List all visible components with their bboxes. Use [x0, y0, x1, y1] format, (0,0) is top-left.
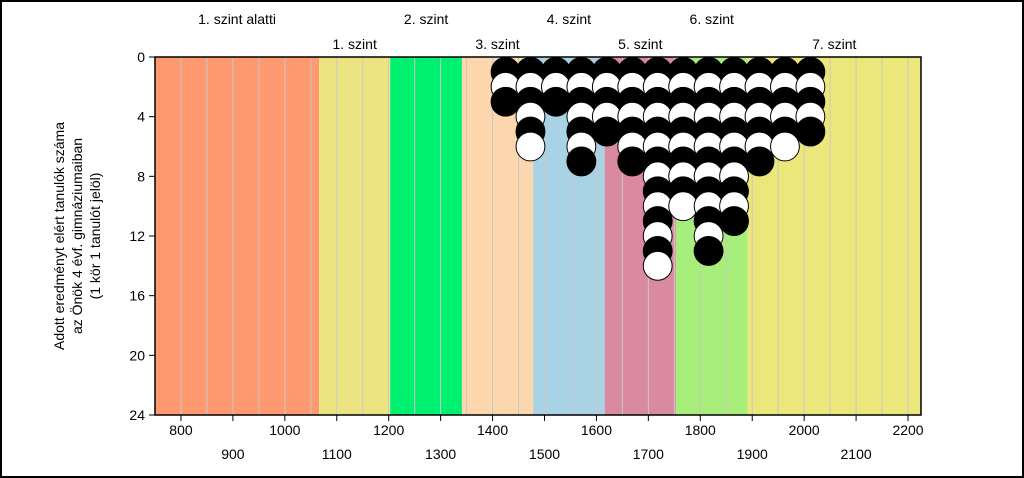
level-label-6: 5. szint — [618, 36, 662, 52]
vertical-gridlines — [180, 57, 909, 415]
axes — [149, 56, 922, 421]
level-label-3: 2. szint — [404, 11, 448, 27]
x-tick-label: 1300 — [425, 446, 456, 462]
student-dot — [668, 191, 699, 222]
y-tick-label: 0 — [137, 49, 145, 65]
x-tick-label: 1800 — [685, 422, 716, 438]
y-tick-label: 24 — [129, 407, 145, 423]
x-tick-label: 1400 — [477, 422, 508, 438]
level-label-4: 3. szint — [475, 36, 519, 52]
level-label-8: 7. szint — [812, 36, 856, 52]
student-dot — [591, 116, 622, 147]
x-tick-label: 2100 — [841, 446, 872, 462]
level-band-1 — [155, 57, 320, 415]
x-tick-label: 1100 — [322, 446, 352, 462]
y-axis-label-line: az Önök 4 évf. gimnáziumaiban — [68, 138, 85, 334]
x-tick-label: 1000 — [269, 422, 300, 438]
level-band-3 — [390, 57, 462, 415]
y-tick-label: 8 — [137, 168, 145, 184]
x-tick-label: 900 — [221, 446, 245, 462]
level-labels: 1. szint alatti 1. szint 2. szint 3. szint 4… — [198, 11, 856, 52]
x-tick-label: 1700 — [633, 446, 664, 462]
student-dot — [719, 206, 749, 236]
level-label-2: 1. szint — [332, 36, 376, 52]
x-tick-label: 1900 — [737, 446, 768, 462]
student-dot — [540, 86, 571, 117]
level-band-2 — [319, 57, 391, 415]
y-tick-label: 12 — [129, 228, 145, 244]
level-label-7: 6. szint — [690, 11, 734, 27]
x-tick-label: 1200 — [373, 422, 404, 438]
student-dot — [693, 236, 724, 266]
student-dot — [744, 146, 775, 177]
student-dot — [515, 131, 546, 162]
x-tick-label: 1600 — [581, 422, 612, 438]
y-tick-label: 16 — [129, 288, 145, 304]
student-dot — [795, 116, 826, 147]
y-axis-label: Adott eredményt elért tanulók száma az Ön… — [51, 122, 103, 350]
x-tick-label: 800 — [169, 422, 193, 438]
y-axis-label-line: Adott eredményt elért tanulók száma — [51, 122, 67, 350]
x-tick-label: 2200 — [892, 422, 923, 438]
tick-labels: 0 4 8 12 16 20 24 800 1000 1200 1400 1600 1800 2000 22… — [129, 49, 923, 462]
y-axis-label-line: (1 kör 1 tanulót jelöl) — [87, 173, 103, 300]
x-tick-label: 2000 — [789, 422, 820, 438]
y-tick-label: 20 — [129, 347, 145, 363]
level-label-1: 1. szint alatti — [198, 11, 276, 27]
x-tick-label: 1500 — [529, 446, 560, 462]
student-dots — [490, 56, 826, 281]
student-dot — [617, 146, 648, 177]
y-tick-label: 4 — [137, 109, 145, 125]
student-dot — [566, 146, 597, 177]
student-dot — [770, 131, 800, 162]
level-label-5: 4. szint — [547, 11, 591, 27]
student-dot — [642, 250, 673, 281]
